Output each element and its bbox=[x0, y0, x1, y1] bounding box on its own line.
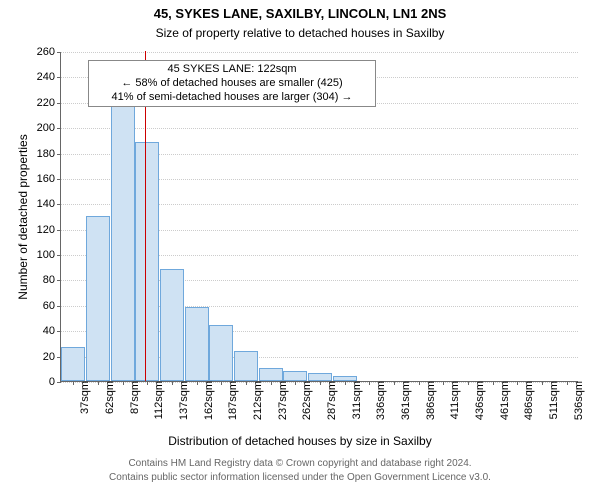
y-tick-label: 60 bbox=[43, 300, 61, 312]
x-tick-mark bbox=[98, 381, 99, 385]
x-tick-mark bbox=[517, 381, 518, 385]
x-tick-label: 187sqm bbox=[225, 381, 239, 420]
x-tick-label: 436sqm bbox=[472, 381, 486, 420]
histogram-bar bbox=[209, 325, 233, 381]
x-tick-mark bbox=[73, 381, 74, 385]
y-tick-label: 220 bbox=[37, 97, 61, 109]
y-tick-label: 40 bbox=[43, 325, 61, 337]
histogram-bar bbox=[234, 351, 258, 381]
x-tick-mark bbox=[246, 381, 247, 385]
x-tick-label: 87sqm bbox=[127, 381, 141, 414]
histogram-bar bbox=[185, 307, 209, 381]
x-tick-mark bbox=[468, 381, 469, 385]
info-box-line: ← 58% of detached houses are smaller (42… bbox=[95, 77, 369, 91]
x-tick-label: 336sqm bbox=[373, 381, 387, 420]
x-tick-label: 511sqm bbox=[546, 381, 560, 419]
info-box-line: 41% of semi-detached houses are larger (… bbox=[95, 91, 369, 105]
chart-title: 45, SYKES LANE, SAXILBY, LINCOLN, LN1 2N… bbox=[0, 6, 600, 21]
y-tick-label: 160 bbox=[37, 173, 61, 185]
x-tick-mark bbox=[369, 381, 370, 385]
info-box-line: 45 SYKES LANE: 122sqm bbox=[95, 63, 369, 77]
histogram-bar bbox=[111, 104, 135, 381]
x-tick-mark bbox=[172, 381, 173, 385]
attribution-line-2: Contains public sector information licen… bbox=[0, 472, 600, 483]
x-tick-mark bbox=[197, 381, 198, 385]
x-tick-label: 62sqm bbox=[102, 381, 116, 414]
x-tick-label: 536sqm bbox=[571, 381, 585, 420]
histogram-chart: 45, SYKES LANE, SAXILBY, LINCOLN, LN1 2N… bbox=[0, 0, 600, 500]
x-tick-label: 212sqm bbox=[250, 381, 264, 420]
x-tick-mark bbox=[542, 381, 543, 385]
histogram-bar bbox=[86, 216, 110, 381]
x-tick-label: 361sqm bbox=[398, 381, 412, 420]
info-box: 45 SYKES LANE: 122sqm← 58% of detached h… bbox=[88, 60, 376, 107]
y-tick-label: 120 bbox=[37, 224, 61, 236]
gridline-h bbox=[61, 52, 578, 53]
x-tick-mark bbox=[443, 381, 444, 385]
x-tick-label: 262sqm bbox=[299, 381, 313, 420]
x-tick-label: 37sqm bbox=[77, 381, 91, 414]
x-tick-mark bbox=[147, 381, 148, 385]
y-tick-label: 180 bbox=[37, 148, 61, 160]
y-tick-label: 200 bbox=[37, 122, 61, 134]
y-tick-label: 240 bbox=[37, 71, 61, 83]
y-tick-label: 0 bbox=[49, 376, 61, 388]
y-axis-label: Number of detached properties bbox=[16, 134, 30, 299]
x-tick-mark bbox=[295, 381, 296, 385]
y-tick-label: 260 bbox=[37, 46, 61, 58]
y-tick-label: 80 bbox=[43, 274, 61, 286]
x-tick-mark bbox=[345, 381, 346, 385]
x-tick-mark bbox=[271, 381, 272, 385]
x-tick-mark bbox=[123, 381, 124, 385]
histogram-bar bbox=[160, 269, 184, 381]
histogram-bar bbox=[308, 373, 332, 381]
x-tick-label: 112sqm bbox=[151, 381, 165, 419]
histogram-bar bbox=[259, 368, 283, 381]
x-tick-label: 411sqm bbox=[447, 381, 461, 419]
x-tick-mark bbox=[394, 381, 395, 385]
x-tick-label: 287sqm bbox=[324, 381, 338, 420]
x-tick-mark bbox=[493, 381, 494, 385]
chart-subtitle: Size of property relative to detached ho… bbox=[0, 26, 600, 40]
x-tick-label: 237sqm bbox=[275, 381, 289, 420]
x-tick-label: 461sqm bbox=[497, 381, 511, 420]
x-tick-label: 162sqm bbox=[201, 381, 215, 420]
attribution-line-1: Contains HM Land Registry data © Crown c… bbox=[0, 458, 600, 469]
y-tick-label: 100 bbox=[37, 249, 61, 261]
x-tick-label: 311sqm bbox=[349, 381, 363, 419]
x-tick-mark bbox=[567, 381, 568, 385]
x-axis-label: Distribution of detached houses by size … bbox=[0, 434, 600, 448]
histogram-bar bbox=[135, 142, 159, 381]
x-tick-label: 486sqm bbox=[521, 381, 535, 420]
x-tick-mark bbox=[419, 381, 420, 385]
histogram-bar bbox=[283, 371, 307, 381]
x-tick-label: 137sqm bbox=[176, 381, 190, 420]
x-tick-mark bbox=[320, 381, 321, 385]
histogram-bar bbox=[61, 347, 85, 381]
x-tick-label: 386sqm bbox=[423, 381, 437, 420]
x-tick-mark bbox=[221, 381, 222, 385]
y-tick-label: 140 bbox=[37, 198, 61, 210]
y-tick-label: 20 bbox=[43, 351, 61, 363]
gridline-h bbox=[61, 128, 578, 129]
